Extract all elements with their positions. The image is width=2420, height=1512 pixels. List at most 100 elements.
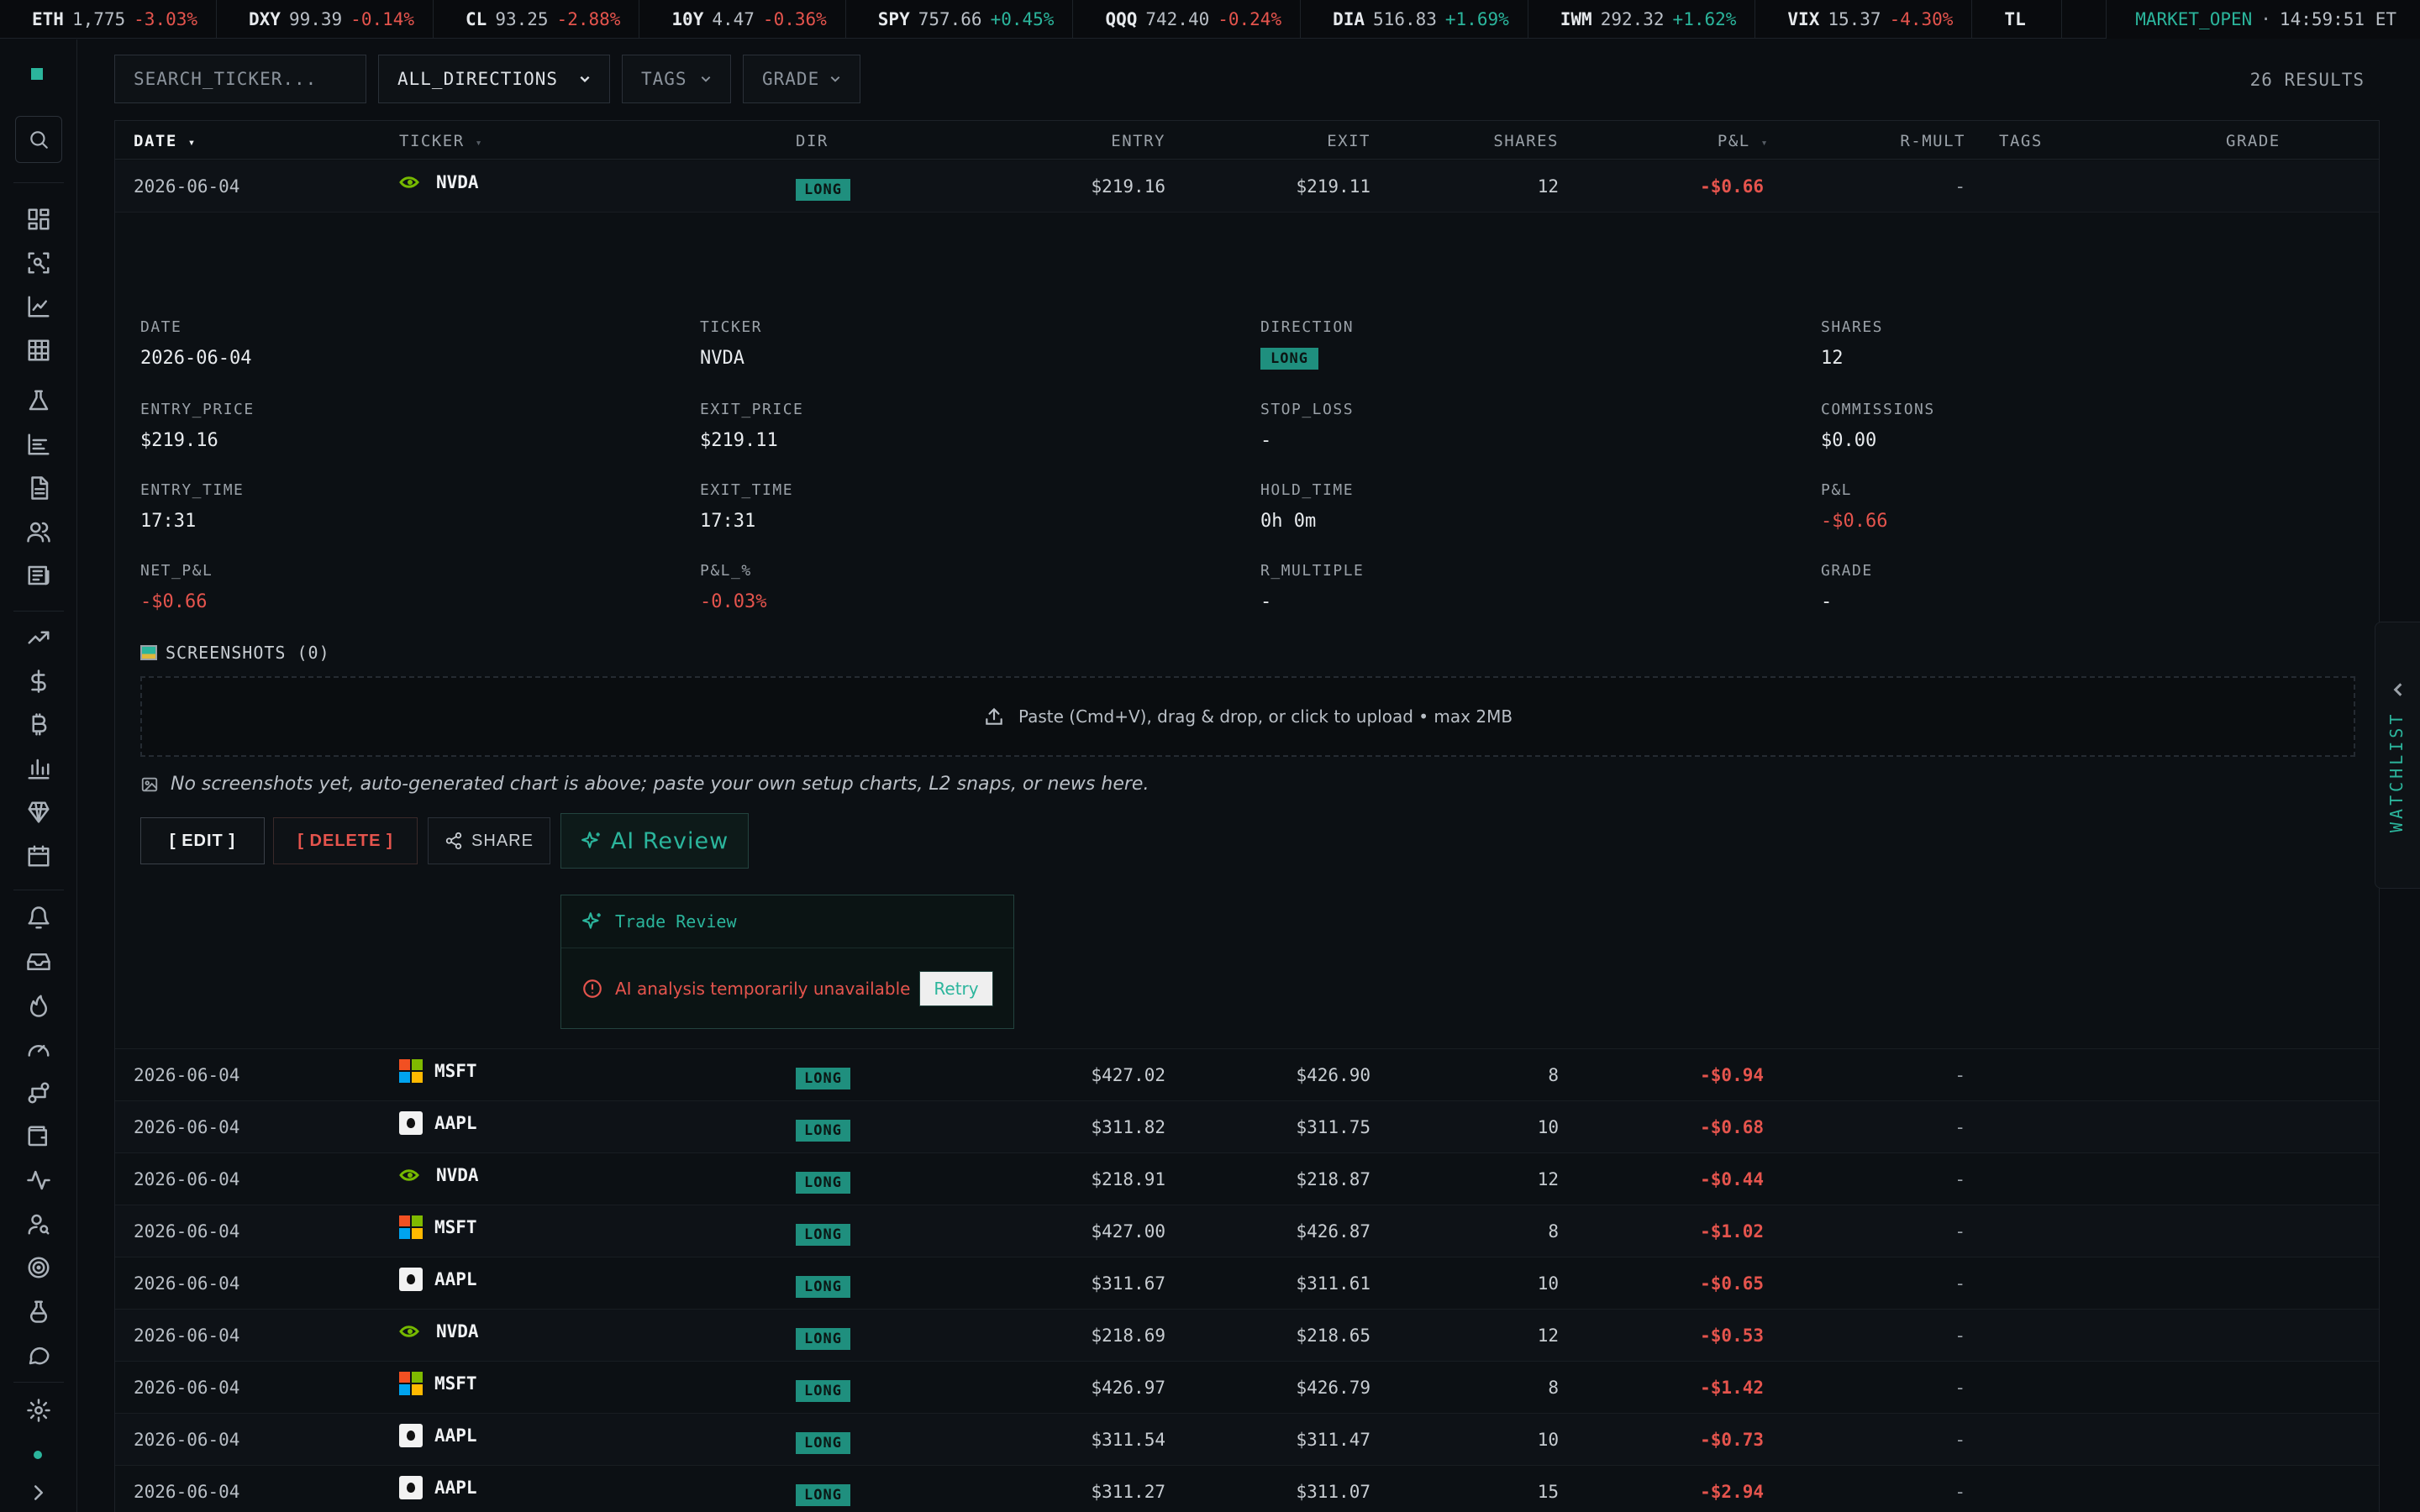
trade-ticker: MSFT <box>399 1059 477 1083</box>
chat-icon[interactable] <box>24 1340 54 1370</box>
chart-line-icon[interactable] <box>24 291 54 322</box>
tags-filter[interactable]: TAGS <box>622 55 731 103</box>
sparkle-icon <box>582 912 601 929</box>
review-error: AI analysis temporarily unavailable <box>581 978 910 1000</box>
grid-icon[interactable] <box>24 335 54 365</box>
ticker-change: -0.36% <box>762 8 827 29</box>
ticker-quote[interactable]: TL <box>1972 0 2062 38</box>
chevron-down-icon <box>830 76 840 82</box>
table-row[interactable]: 2026-06-04 NVDA LONG $218.69 $218.65 12 -$0.53… <box>115 1310 2379 1362</box>
filter-bar: SEARCH_TICKER... ALL_DIRECTIONS TAGS GRA… <box>114 55 860 103</box>
ai-review-button[interactable]: AI Review <box>560 813 749 869</box>
table-row[interactable]: 2026-06-04 AAPL LONG $311.27 $311.07 15 -$2.94… <box>115 1466 2379 1512</box>
table-row[interactable]: 2026-06-04 AAPL LONG $311.82 $311.75 10 -$0.68… <box>115 1101 2379 1153</box>
col-dir[interactable]: DIR <box>796 132 829 150</box>
trade-entry: $427.00 <box>1091 1221 1165 1242</box>
target-icon[interactable] <box>24 1252 54 1283</box>
edit-button[interactable]: [ EDIT ] <box>140 817 265 864</box>
direction-select[interactable]: ALL_DIRECTIONS <box>378 55 610 103</box>
watchlist-tab[interactable]: WATCHLIST <box>2375 622 2420 889</box>
ticker-quote[interactable]: VIX 15.37 -4.30% <box>1755 0 1973 38</box>
col-grade[interactable]: GRADE <box>2226 132 2281 150</box>
scanner-icon[interactable] <box>24 248 54 278</box>
table-row[interactable]: 2026-06-04 MSFT LONG $427.00 $426.87 8 -$1.02 - <box>115 1205 2379 1257</box>
screenshot-dropzone[interactable]: Paste (Cmd+V), drag & drop, or click to … <box>140 676 2355 757</box>
share-button[interactable]: SHARE <box>428 817 550 864</box>
table-row[interactable]: 2026-06-04 AAPL LONG $311.67 $311.61 10 -$0.65… <box>115 1257 2379 1310</box>
ticker-quote[interactable]: IWM 292.32 +1.62% <box>1528 0 1756 38</box>
table-row[interactable]: 2026-06-04 AAPL LONG $311.54 $311.47 10 -$0.73… <box>115 1414 2379 1466</box>
screenshots-heading: SCREENSHOTS (0) <box>140 643 330 663</box>
flask-icon[interactable] <box>24 386 54 416</box>
detail-label: ENTRY_TIME <box>140 481 245 499</box>
news-icon[interactable] <box>24 560 54 591</box>
trade-entry: $311.82 <box>1091 1117 1165 1137</box>
ticker-quote[interactable]: CL 93.25 -2.88% <box>434 0 640 38</box>
stats-icon[interactable] <box>24 753 54 784</box>
col-exit[interactable]: EXIT <box>1327 132 1370 150</box>
detail-label: GRADE <box>1821 562 1873 580</box>
col-rmult[interactable]: R-MULT <box>1900 132 1965 150</box>
ticker-price: 757.66 <box>918 8 982 29</box>
col-pl[interactable]: P&L ▾ <box>1717 132 1769 150</box>
nvidia-logo-icon <box>399 1169 419 1181</box>
users-icon[interactable] <box>24 517 54 547</box>
trade-rmult: - <box>1954 1065 1965 1085</box>
bitcoin-icon[interactable] <box>24 710 54 740</box>
pulse-icon[interactable] <box>24 1165 54 1195</box>
trade-entry: $218.69 <box>1091 1326 1165 1346</box>
table-row[interactable]: 2026-06-04 MSFT LONG $426.97 $426.79 8 -$1.42 - <box>115 1362 2379 1414</box>
ticker-quote[interactable]: DIA 516.83 +1.69% <box>1301 0 1528 38</box>
screenshots-title: SCREENSHOTS (0) <box>166 643 330 663</box>
exchange-icon[interactable] <box>24 1078 54 1108</box>
review-error-text: AI analysis temporarily unavailable <box>615 979 911 999</box>
user-search-icon[interactable] <box>24 1209 54 1239</box>
inbox-icon[interactable] <box>24 947 54 977</box>
ticker-quote[interactable]: ETH 1,775 -3.03% <box>0 0 218 38</box>
retry-button[interactable]: Retry <box>919 971 993 1006</box>
detail-label: NET_P&L <box>140 562 213 580</box>
col-shares[interactable]: SHARES <box>1493 132 1559 150</box>
table-row-expanded[interactable]: 2026-06-04 NVDA LONG $219.16 $219.11 12 … <box>115 160 2379 213</box>
trade-pl: -$1.02 <box>1700 1221 1764 1242</box>
ticker-quote[interactable]: DXY 99.39 -0.14% <box>217 0 434 38</box>
col-date[interactable]: DATE ▾ <box>134 132 197 150</box>
ticker-price: 15.37 <box>1828 8 1881 29</box>
detail-label: DIRECTION <box>1260 318 1355 336</box>
trade-ticker: NVDA <box>399 1163 479 1187</box>
ticker-quote[interactable]: 10Y 4.47 -0.36% <box>639 0 846 38</box>
col-tags[interactable]: TAGS <box>1999 132 2043 150</box>
detail-label: P&L <box>1821 481 1853 499</box>
upload-text: Paste (Cmd+V), drag & drop, or click to … <box>1018 706 1513 727</box>
wallet-icon[interactable] <box>24 1121 54 1152</box>
ticker-quote[interactable]: SPY 757.66 +0.45% <box>846 0 1074 38</box>
table-row[interactable]: 2026-06-04 MSFT LONG $427.02 $426.90 8 -$0.94 - <box>115 1049 2379 1101</box>
delete-button[interactable]: [ DELETE ] <box>273 817 418 864</box>
ai-review-label: AI Review <box>610 827 729 854</box>
bell-icon[interactable] <box>24 903 54 933</box>
search-icon[interactable] <box>15 116 62 163</box>
col-entry[interactable]: ENTRY <box>1111 132 1165 150</box>
bar-chart-icon[interactable] <box>24 429 54 459</box>
grade-filter[interactable]: GRADE <box>743 55 860 103</box>
flame-icon[interactable] <box>24 990 54 1021</box>
calendar-icon[interactable] <box>24 841 54 871</box>
diamond-icon[interactable] <box>24 797 54 827</box>
gauge-icon[interactable] <box>24 1034 54 1064</box>
gear-icon[interactable] <box>24 1395 54 1425</box>
app-logo-icon[interactable] <box>31 68 43 80</box>
search-input[interactable]: SEARCH_TICKER... <box>114 55 366 103</box>
trending-up-icon[interactable] <box>24 622 54 653</box>
col-ticker[interactable]: TICKER ▾ <box>399 132 483 150</box>
dollar-icon[interactable] <box>24 666 54 696</box>
table-row[interactable]: 2026-06-04 NVDA LONG $218.91 $218.87 12 -$0.44… <box>115 1153 2379 1205</box>
beaker-icon[interactable] <box>24 1296 54 1326</box>
dashboard-icon[interactable] <box>24 204 54 234</box>
ticker-quote[interactable]: QQQ 742.40 -0.24% <box>1073 0 1302 38</box>
document-icon[interactable] <box>24 473 54 503</box>
ticker-symbol: IWM <box>1560 8 1592 29</box>
detail-value: 0h 0m <box>1260 511 1317 532</box>
ticker-change: -0.24% <box>1218 8 1282 29</box>
detail-field-exit-time: EXIT_TIME 17:31 <box>700 481 793 532</box>
chevron-right-icon[interactable] <box>24 1478 54 1508</box>
